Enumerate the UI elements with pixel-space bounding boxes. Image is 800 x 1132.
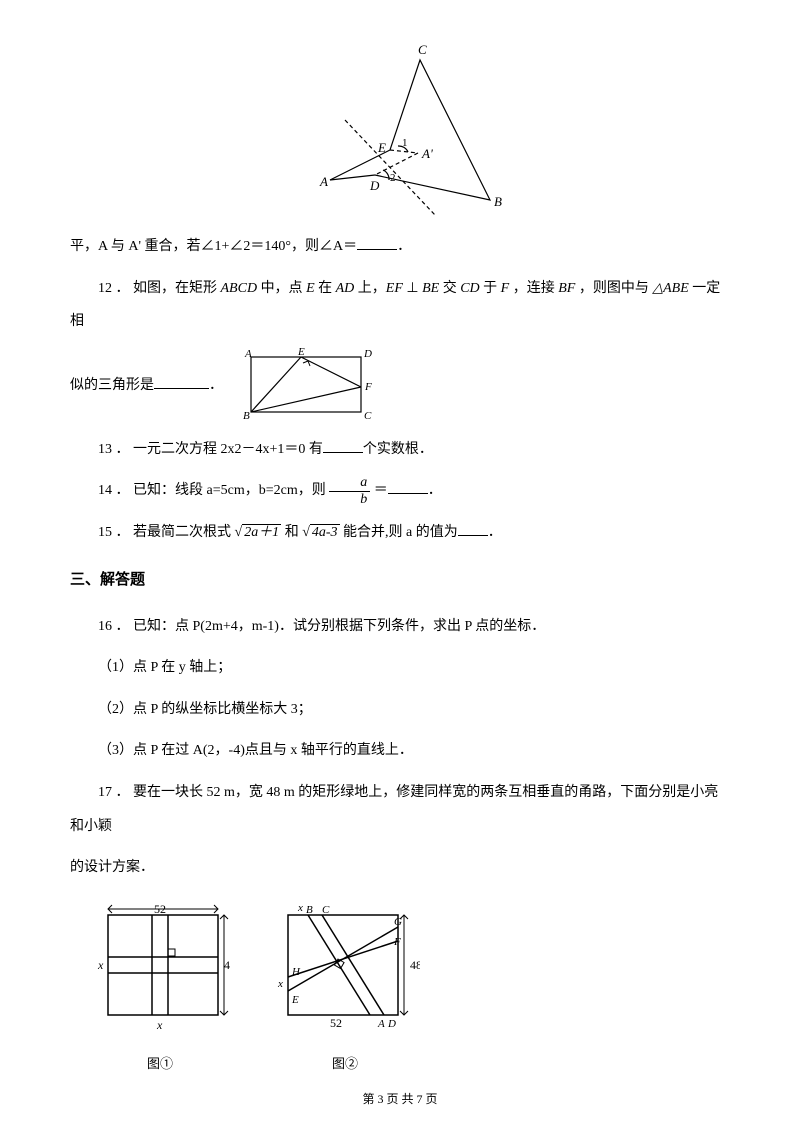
q13-b: 个实数根．	[363, 442, 433, 457]
f2-C: C	[322, 904, 330, 916]
q14-den: b	[329, 492, 370, 507]
page-footer: 第 3 页 共 7 页	[0, 1085, 800, 1114]
q12-abcd: ABCD	[221, 281, 258, 296]
q14-num: a	[329, 475, 370, 491]
q12-BE: BE	[422, 281, 439, 296]
f1-48: 48	[224, 958, 230, 972]
section-3-title: 三、解答题	[70, 562, 730, 598]
f2-G: G	[394, 916, 402, 928]
q17-fig2-label: 图②	[270, 1048, 420, 1079]
triangle-svg: A B C D E A' 1 2	[290, 40, 510, 220]
q12-tri: △ABE	[652, 281, 688, 296]
f2-A: A	[377, 1018, 385, 1030]
f1-x2: x	[156, 1018, 163, 1032]
q17-stem-a: 17 ． 要在一块长 52 m，宽 48 m 的矩形绿地上，修建同样宽的两条互相…	[70, 776, 730, 843]
lbl-Ap: A'	[421, 146, 433, 161]
q16-p3: （3）点 P 在过 A(2，-4)点且与 x 轴平行的直线上．	[70, 734, 730, 768]
q12-l2a: 似的三角形是	[70, 378, 154, 393]
f1-x1: x	[97, 958, 104, 972]
q15-r1: √2a＋1	[235, 524, 282, 540]
q14-c: ．	[428, 483, 442, 498]
q14-b: ＝	[370, 483, 388, 498]
q12-m7: ，则图中与	[575, 281, 652, 296]
q12-line2: 似的三角形是 ． A B C D E F	[70, 347, 730, 425]
q11-text-b: ．	[397, 239, 411, 254]
q12-BF: BF	[558, 281, 575, 296]
r-D: D	[363, 348, 372, 360]
q12-line1: 12 ． 如图，在矩形 ABCD 中，点 E 在 AD 上，EF ⊥ BE 交 …	[70, 272, 730, 339]
r-A: A	[244, 348, 252, 360]
q15-c: ．	[488, 525, 502, 540]
q17-stem-b: 的设计方案．	[70, 851, 730, 885]
q12-m6: ，连接	[509, 281, 558, 296]
lbl-A: A	[319, 174, 328, 189]
q12-CD: CD	[460, 281, 479, 296]
q17-fig1-label: 图①	[90, 1048, 230, 1079]
q17-fig1: 52 48 x x	[90, 903, 230, 1033]
lbl-E: E	[377, 140, 386, 155]
f2-x2: x	[277, 978, 283, 990]
lbl-ang1: 1	[402, 137, 408, 149]
figure-fold-triangle: A B C D E A' 1 2	[70, 40, 730, 220]
q13-a: 13 ． 一元二次方程 2x2－4x+1＝0 有	[98, 442, 323, 457]
f2-E: E	[291, 994, 299, 1006]
q14-blank	[388, 480, 428, 494]
f2-F: F	[393, 936, 401, 948]
q16-p2: （2）点 P 的纵坐标比横坐标大 3；	[70, 693, 730, 727]
f2-B: B	[306, 904, 313, 916]
q13-blank	[323, 439, 363, 453]
r-C: C	[364, 410, 372, 422]
q17-fig2: B C G F H E A D x x 48 52	[270, 903, 420, 1033]
q16-stem: 16 ． 已知：点 P(2m+4，m-1)．试分别根据下列条件，求出 P 点的坐…	[70, 610, 730, 644]
q12-E: E	[306, 281, 315, 296]
figure-rectangle: A B C D E F	[231, 347, 381, 425]
r-B: B	[243, 410, 250, 422]
q14-a: 14 ． 已知：线段 a=5cm，b=2cm，则	[98, 483, 329, 498]
q15-r2: √4a-3	[302, 524, 339, 540]
f2-D: D	[387, 1018, 396, 1030]
f2-48: 48	[410, 958, 420, 972]
q12-m3: 上，	[354, 281, 386, 296]
q15-r2v: 4a-3	[310, 524, 340, 540]
q15: 15 ． 若最简二次根式 √2a＋1 和 √4a-3 能合并,则 a 的值为 ．	[70, 516, 730, 550]
q15-blank	[458, 522, 488, 536]
q12-F: F	[501, 281, 510, 296]
q15-r1v: 2a＋1	[242, 524, 281, 540]
f1-52: 52	[154, 903, 166, 916]
q17-figures: 52 48 x x 图① B	[70, 903, 730, 1080]
lbl-D: D	[369, 178, 380, 193]
f2-x1: x	[297, 903, 303, 914]
r-E: E	[297, 347, 305, 358]
q17-fig2-wrap: B C G F H E A D x x 48 52 图②	[270, 903, 420, 1080]
q13: 13 ． 一元二次方程 2x2－4x+1＝0 有 个实数根．	[70, 433, 730, 467]
q12-m1: 中，点	[257, 281, 306, 296]
q15-a: 15 ． 若最简二次根式	[98, 525, 235, 540]
q12-prefix: 12 ． 如图，在矩形	[98, 281, 221, 296]
q12-m5: 于	[480, 281, 501, 296]
q11-text-a: 平，A 与 A' 重合，若∠1+∠2＝140°，则∠A＝	[70, 239, 357, 254]
q15-b: 能合并,则 a 的值为	[340, 525, 458, 540]
lbl-B: B	[494, 194, 502, 209]
q11-tail-line: 平，A 与 A' 重合，若∠1+∠2＝140°，则∠A＝ ．	[70, 230, 730, 264]
q11-blank	[357, 236, 397, 250]
q14: 14 ． 已知：线段 a=5cm，b=2cm，则 ab ＝ ．	[70, 474, 730, 508]
q15-mid: 和	[281, 525, 302, 540]
lbl-ang2: 2	[390, 172, 396, 184]
f2-52: 52	[330, 1016, 342, 1030]
q12-l2b: ．	[209, 378, 223, 393]
q12-AD: AD	[336, 281, 355, 296]
q17-fig1-wrap: 52 48 x x 图①	[90, 903, 230, 1080]
q12-m4: 交	[439, 281, 460, 296]
lbl-C: C	[418, 42, 427, 57]
q14-frac: ab	[329, 475, 370, 507]
q12-blank	[154, 375, 209, 389]
f2-H: H	[291, 966, 301, 978]
q12-m2: 在	[315, 281, 336, 296]
q16-p1: （1）点 P 在 y 轴上；	[70, 651, 730, 685]
q12-perp: ⊥	[403, 281, 422, 296]
r-F: F	[364, 381, 372, 393]
q12-EF: EF	[386, 281, 403, 296]
